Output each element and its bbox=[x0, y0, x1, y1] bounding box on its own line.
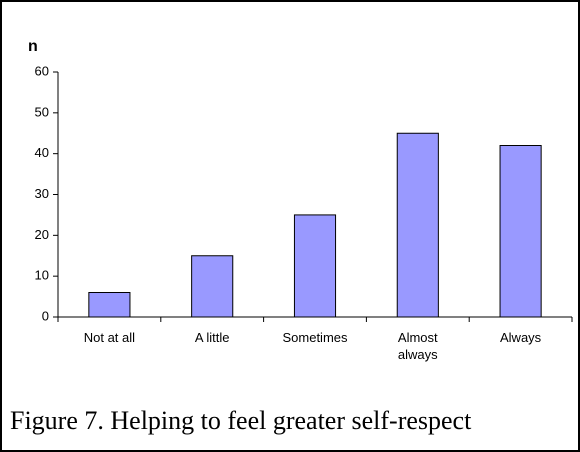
x-tick-label: Almost always bbox=[397, 330, 438, 362]
y-tick-label: 50 bbox=[35, 104, 49, 119]
bar bbox=[88, 292, 131, 318]
bar bbox=[499, 145, 542, 318]
x-tick-label: Sometimes bbox=[282, 330, 348, 345]
x-tick-label: A little bbox=[194, 330, 230, 345]
bar bbox=[396, 132, 439, 318]
x-tick-label: Not at all bbox=[83, 330, 136, 345]
y-tick-label: 60 bbox=[35, 63, 49, 78]
y-tick-label: 20 bbox=[35, 227, 49, 242]
caption: Figure 7. Helping to feel greater self-r… bbox=[10, 406, 472, 435]
y-axis-label: n bbox=[28, 38, 38, 55]
y-tick-label: 40 bbox=[35, 145, 49, 160]
x-tick-label: Always bbox=[500, 330, 542, 345]
y-tick-label: 30 bbox=[35, 186, 49, 201]
bar bbox=[293, 214, 337, 318]
y-tick-label: 10 bbox=[35, 268, 49, 283]
bar bbox=[191, 255, 234, 318]
y-tick-label: 0 bbox=[42, 308, 49, 323]
